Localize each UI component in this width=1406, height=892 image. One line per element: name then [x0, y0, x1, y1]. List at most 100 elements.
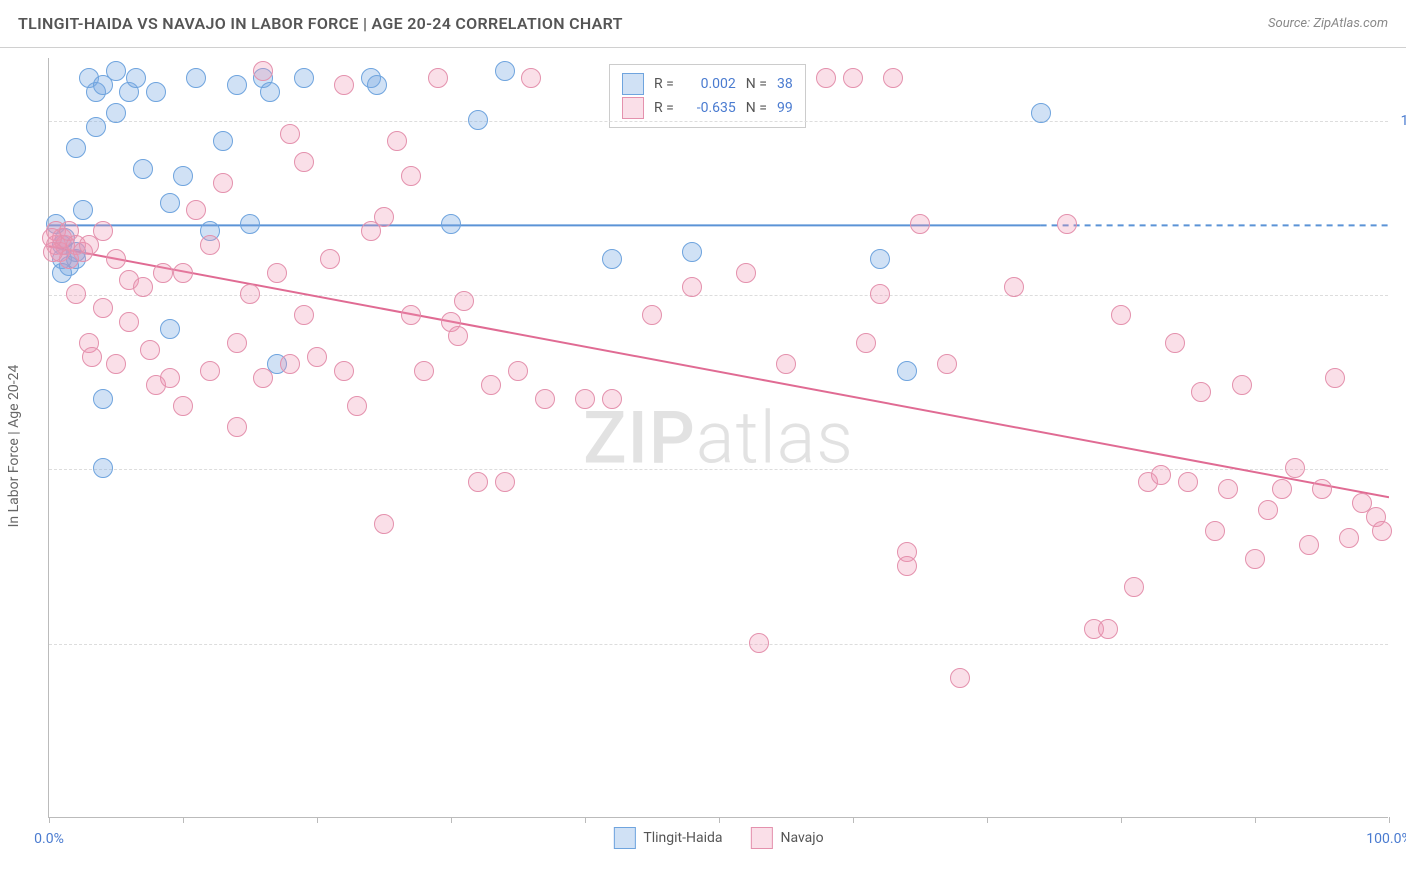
data-point: [441, 214, 461, 234]
x-tick-label: 100.0%: [1366, 831, 1406, 847]
data-point: [1124, 577, 1144, 597]
data-point: [749, 633, 769, 653]
data-point: [1151, 465, 1171, 485]
data-point: [521, 68, 541, 88]
data-point: [883, 68, 903, 88]
data-point: [160, 319, 180, 339]
x-tick: [451, 817, 452, 823]
data-point: [682, 242, 702, 262]
data-point: [227, 75, 247, 95]
data-point: [535, 389, 555, 409]
data-point: [602, 249, 622, 269]
data-point: [1272, 479, 1292, 499]
data-point: [1031, 103, 1051, 123]
data-point: [937, 354, 957, 374]
data-point: [1004, 277, 1024, 297]
data-point: [66, 284, 86, 304]
data-point: [448, 326, 468, 346]
data-point: [1258, 500, 1278, 520]
data-point: [294, 68, 314, 88]
legend-r-label: R =: [654, 76, 674, 92]
data-point: [280, 124, 300, 144]
watermark-light: atlas: [696, 395, 854, 480]
data-point: [260, 82, 280, 102]
data-point: [736, 263, 756, 283]
legend-n-value: 38: [777, 76, 793, 92]
data-point: [173, 396, 193, 416]
legend-r-label: R =: [654, 100, 674, 116]
data-point: [374, 207, 394, 227]
legend-series-item: Navajo: [751, 827, 824, 849]
legend-series-item: Tlingit-Haida: [613, 827, 722, 849]
data-point: [816, 68, 836, 88]
data-point: [575, 389, 595, 409]
data-point: [428, 68, 448, 88]
data-point: [267, 263, 287, 283]
data-point: [186, 68, 206, 88]
data-point: [414, 361, 434, 381]
data-point: [1245, 549, 1265, 569]
data-point: [508, 361, 528, 381]
x-tick: [183, 817, 184, 823]
x-tick-label: 0.0%: [34, 831, 64, 847]
x-tick: [1389, 817, 1390, 823]
data-point: [495, 472, 515, 492]
gridline-h: [49, 644, 1388, 645]
data-point: [495, 61, 515, 81]
data-point: [1111, 305, 1131, 325]
plot-area: ZIPatlas R =0.002N =38R =-0.635N =99 Tli…: [48, 58, 1388, 818]
data-point: [93, 389, 113, 409]
data-point: [1339, 528, 1359, 548]
data-point: [106, 249, 126, 269]
data-point: [1372, 521, 1392, 541]
watermark-bold: ZIP: [583, 395, 696, 480]
data-point: [106, 61, 126, 81]
data-point: [1165, 333, 1185, 353]
data-point: [43, 242, 63, 262]
data-point: [454, 291, 474, 311]
legend-n-label: N =: [746, 100, 767, 116]
x-tick: [49, 817, 50, 823]
data-point: [1285, 458, 1305, 478]
data-point: [133, 159, 153, 179]
legend-r-value: 0.002: [684, 76, 736, 92]
data-point: [1312, 479, 1332, 499]
data-point: [602, 389, 622, 409]
data-point: [126, 68, 146, 88]
data-point: [240, 214, 260, 234]
x-tick: [585, 817, 586, 823]
data-point: [334, 361, 354, 381]
data-point: [106, 354, 126, 374]
data-point: [897, 361, 917, 381]
data-point: [93, 458, 113, 478]
data-point: [468, 472, 488, 492]
legend-series: Tlingit-Haida Navajo: [613, 827, 823, 849]
data-point: [1218, 479, 1238, 499]
data-point: [1232, 375, 1252, 395]
data-point: [642, 305, 662, 325]
data-point: [173, 263, 193, 283]
watermark: ZIPatlas: [583, 395, 854, 480]
source-name: ZipAtlas.com: [1313, 16, 1388, 31]
data-point: [1191, 382, 1211, 402]
data-point: [227, 417, 247, 437]
data-point: [160, 193, 180, 213]
data-point: [253, 368, 273, 388]
regression-overlay: [49, 58, 1389, 818]
x-tick: [719, 817, 720, 823]
gridline-h: [49, 469, 1388, 470]
data-point: [280, 354, 300, 374]
data-point: [950, 668, 970, 688]
data-point: [468, 110, 488, 130]
legend-swatch: [622, 97, 644, 119]
data-point: [240, 284, 260, 304]
legend-swatch: [622, 73, 644, 95]
legend-series-label: Tlingit-Haida: [643, 830, 722, 846]
legend-correlation-row: R =-0.635N =99: [622, 97, 793, 119]
y-tick-label: 75.0%: [1392, 287, 1406, 303]
chart-title: TLINGIT-HAIDA VS NAVAJO IN LABOR FORCE |…: [18, 14, 623, 33]
data-point: [186, 200, 206, 220]
data-point: [1325, 368, 1345, 388]
data-point: [870, 249, 890, 269]
data-point: [334, 75, 354, 95]
